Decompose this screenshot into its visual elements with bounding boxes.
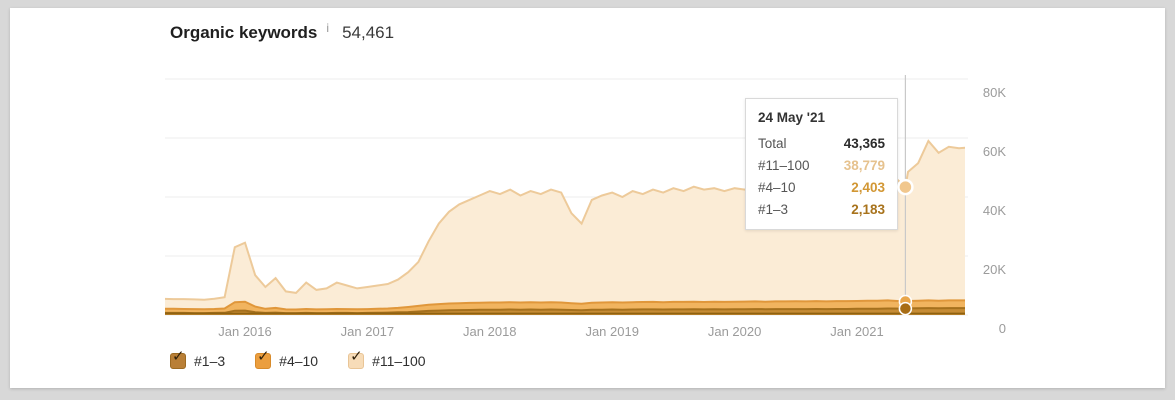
legend-label: #4–10 xyxy=(279,353,319,369)
info-icon[interactable]: i xyxy=(326,21,330,35)
tooltip-label: Total xyxy=(758,136,787,151)
checkbox-checked-icon[interactable]: ✓ xyxy=(255,349,272,369)
x-axis-label: Jan 2017 xyxy=(340,324,395,339)
chart-legend: ✓ #1–3 ✓ #4–10 ✓ #11–100 xyxy=(170,349,426,369)
tooltip-row-total: Total 43,365 xyxy=(758,133,885,155)
tooltip-value: 38,779 xyxy=(843,158,885,173)
y-axis-label: 20K xyxy=(982,262,1006,277)
y-axis-label: 40K xyxy=(982,203,1006,218)
tooltip-value: 2,183 xyxy=(851,202,885,217)
legend-item-4-10[interactable]: ✓ #4–10 xyxy=(255,349,319,369)
legend-label: #1–3 xyxy=(194,353,226,369)
tooltip-label: #1–3 xyxy=(758,202,789,217)
x-axis-label: Jan 2021 xyxy=(830,324,884,339)
tooltip-value: 2,403 xyxy=(851,180,885,195)
tooltip-value: 43,365 xyxy=(843,136,885,151)
checkmark-icon: ✓ xyxy=(172,348,185,365)
tooltip-date: 24 May '21 xyxy=(758,110,826,125)
legend-item-1-3[interactable]: ✓ #1–3 xyxy=(170,349,226,369)
tooltip-label: #4–10 xyxy=(758,180,796,195)
tooltip-row-11-100: #11–100 38,779 xyxy=(758,155,885,177)
organic-keywords-panel xyxy=(10,8,1165,388)
x-axis-label: Jan 2018 xyxy=(463,324,517,339)
chart-tooltip: 24 May '21 Total 43,365 #11–100 38,779 #… xyxy=(745,98,898,230)
legend-item-11-100[interactable]: ✓ #11–100 xyxy=(348,349,426,369)
y-axis-label: 80K xyxy=(982,85,1006,100)
tooltip-row-1-3: #1–3 2,183 xyxy=(758,199,885,221)
checkbox-checked-icon[interactable]: ✓ xyxy=(170,349,186,369)
panel-title: Organic keywords xyxy=(170,23,318,42)
legend-label: #11–100 xyxy=(372,353,426,369)
checkmark-icon: ✓ xyxy=(257,348,270,365)
tooltip-label: #11–100 xyxy=(758,158,810,173)
tooltip-row-4-10: #4–10 2,403 xyxy=(758,177,885,199)
x-axis-label: Jan 2016 xyxy=(218,324,272,339)
x-axis-label: Jan 2020 xyxy=(707,324,762,339)
checkbox-checked-icon[interactable]: ✓ xyxy=(348,349,365,369)
checkmark-icon: ✓ xyxy=(350,348,363,365)
organic-keywords-count: 54,461 xyxy=(342,23,395,42)
x-axis-label: Jan 2019 xyxy=(585,324,639,339)
panel-header: Organic keywords i 54,461 xyxy=(170,21,395,44)
y-axis-label: 60K xyxy=(982,144,1006,159)
y-axis-label: 0 xyxy=(998,321,1006,336)
